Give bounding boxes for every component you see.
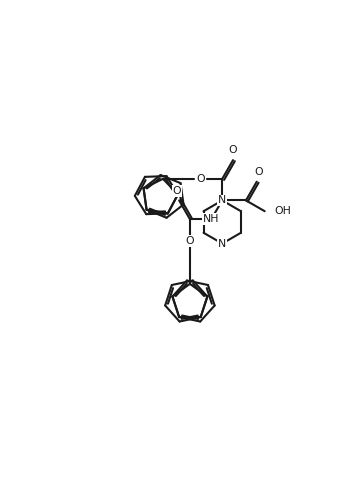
Text: N: N: [218, 195, 226, 205]
Text: OH: OH: [274, 206, 291, 216]
Text: O: O: [186, 236, 194, 246]
Text: NH: NH: [203, 214, 220, 224]
Text: O: O: [173, 186, 181, 196]
Text: O: O: [229, 145, 237, 155]
Text: O: O: [196, 174, 205, 184]
Text: O: O: [254, 167, 263, 177]
Text: N: N: [218, 239, 226, 248]
